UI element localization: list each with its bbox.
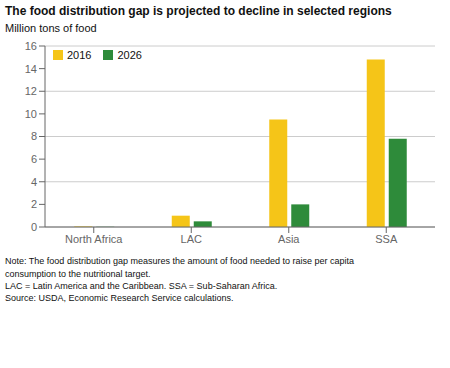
svg-text:10: 10 xyxy=(25,108,37,120)
html-text:Note: The food distribution ga: Note: The food distribution gap measures… xyxy=(5,256,355,303)
svg-text:4: 4 xyxy=(31,176,37,188)
svg-text:6: 6 xyxy=(31,153,37,165)
svg-text:LAC: LAC xyxy=(181,233,202,245)
svg-text:0: 0 xyxy=(31,221,37,233)
svg-text:North Africa: North Africa xyxy=(65,233,123,245)
html-text:2016: 2016 xyxy=(67,49,92,62)
html-text:2026: 2026 xyxy=(117,49,142,62)
svg-text:SSA: SSA xyxy=(375,233,398,245)
svg-text:14: 14 xyxy=(25,63,37,75)
html-text:Million tons of food: Million tons of food xyxy=(5,22,97,35)
svg-text:2: 2 xyxy=(31,199,37,211)
svg-text:Asia: Asia xyxy=(278,233,300,245)
svg-text:16: 16 xyxy=(25,40,37,52)
svg-text:8: 8 xyxy=(31,131,37,143)
html-text:The food distribution gap is p: The food distribution gap is projected t… xyxy=(5,4,392,18)
svg-text:12: 12 xyxy=(25,86,37,98)
